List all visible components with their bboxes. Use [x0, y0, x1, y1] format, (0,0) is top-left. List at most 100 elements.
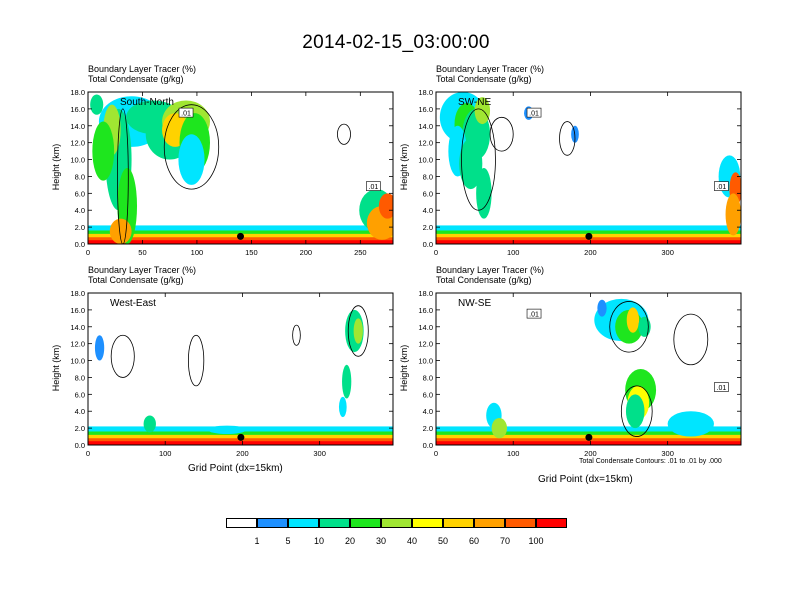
x-tick-label: 0: [434, 449, 438, 458]
y-tick-label: 16.0: [70, 105, 85, 114]
tracer-blob-10: [667, 411, 714, 437]
y-tick-label: 16.0: [418, 306, 433, 315]
plot-frame: [435, 292, 742, 446]
y-tick-label: 0.0: [423, 240, 433, 249]
heatmap-field: .01 .01: [436, 298, 741, 445]
colorbar-label: 20: [344, 536, 356, 546]
y-tick-label: 4.0: [75, 407, 85, 416]
contour-label-box: [714, 382, 729, 392]
x-tick-label: 200: [584, 248, 597, 257]
colorbar-label: 60: [468, 536, 480, 546]
tracer-blob-6: [476, 168, 492, 219]
x-tick-label: 200: [300, 248, 313, 257]
colorbar-swatch: [350, 518, 381, 528]
colorbar-label: 100: [528, 536, 544, 546]
y-tick-label: 18.0: [70, 88, 85, 97]
colorbar-swatch: [412, 518, 443, 528]
contour-label: .01: [369, 184, 379, 191]
contour-label-box: [366, 181, 381, 191]
y-tick-label: 6.0: [75, 189, 85, 198]
y-tick-label: 6.0: [423, 189, 433, 198]
colorbar-label: 10: [313, 536, 325, 546]
x-tick-label: 0: [434, 248, 438, 257]
tracer-blob-12: [90, 94, 104, 115]
tracer-blob-11: [92, 121, 115, 181]
panel-title-line2: Total Condensate (g/kg): [88, 74, 184, 84]
contour-label-box: [714, 181, 729, 191]
tracer-blob-6: [625, 394, 645, 429]
colorbar-label: 1: [254, 536, 260, 546]
plot-frame: [87, 292, 394, 446]
condensate-contour-1: [187, 334, 205, 387]
x-tick-label: 100: [507, 248, 520, 257]
x-tick-label: 300: [313, 449, 326, 458]
x-tick-label: 300: [661, 248, 674, 257]
y-tick-label: 12.0: [418, 340, 433, 349]
y-tick-label: 12.0: [418, 139, 433, 148]
y-tick-label: 2.0: [423, 424, 433, 433]
y-tick-label: 18.0: [418, 289, 433, 298]
condensate-contour-1: [673, 313, 709, 366]
tracer-blob-15: [378, 193, 393, 219]
y-tick-label: 14.0: [70, 122, 85, 131]
contour-label-box: [526, 308, 542, 319]
panel-label: West-East: [110, 298, 156, 309]
tracer-blob-11: [725, 193, 741, 236]
y-tick-label: 10.0: [418, 357, 433, 366]
tracer-band-4: [88, 441, 393, 445]
condensate-contour-2: [489, 116, 514, 152]
colorbar-swatch: [319, 518, 350, 528]
x-tick-label: 200: [236, 449, 249, 458]
panel-title-line1: Boundary Layer Tracer (%): [436, 265, 545, 275]
y-tick-label: 4.0: [423, 407, 433, 416]
tracer-band-4: [436, 441, 741, 445]
x-tick-label: 0: [86, 449, 90, 458]
y-tick-label: 4.0: [75, 206, 85, 215]
y-tick-label: 0.0: [423, 441, 433, 450]
tracer-band-4: [88, 240, 393, 244]
colorbar-swatch: [443, 518, 474, 528]
location-marker: [585, 232, 593, 240]
colorbar-swatch: [288, 518, 319, 528]
y-tick-label: 6.0: [75, 390, 85, 399]
condensate-contour-3: [292, 324, 301, 346]
y-tick-label: 2.0: [423, 223, 433, 232]
contour-label: .01: [529, 312, 539, 319]
colorbar-swatch: [536, 518, 567, 528]
tracer-blob-2: [626, 307, 640, 333]
x-tick-label: 0: [86, 248, 90, 257]
panel-title-line2: Total Condensate (g/kg): [436, 74, 532, 84]
colorbar-swatch: [226, 518, 257, 528]
tracer-blob-3: [338, 396, 347, 418]
y-tick-label: 8.0: [75, 172, 85, 181]
contour-note: Total Condensate Contours: .01 to .01 by…: [579, 458, 722, 465]
colorbar-label: 5: [285, 536, 291, 546]
page-title: 2014-02-15_03:00:00: [302, 32, 490, 53]
contour-label: .01: [181, 111, 191, 118]
colorbar: 1 5 10 20 30 40 50 60 70 100: [226, 518, 567, 546]
colorbar-label: 70: [499, 536, 511, 546]
colorbar-swatch: [381, 518, 412, 528]
y-tick-label: 8.0: [423, 373, 433, 382]
x-tick-label: 250: [354, 248, 367, 257]
condensate-contour-1: [337, 123, 351, 145]
tracer-blob-10: [109, 218, 132, 244]
x-tick-label: 50: [138, 248, 146, 257]
panel-label: NW-SE: [458, 298, 491, 309]
tracer-blob-5: [143, 415, 156, 433]
condensate-contour-0: [110, 334, 135, 378]
location-marker: [585, 433, 593, 441]
y-tick-label: 18.0: [418, 88, 433, 97]
panel-title-line2: Total Condensate (g/kg): [436, 275, 532, 285]
tracer-blob-4: [94, 335, 105, 361]
y-tick-label: 16.0: [70, 306, 85, 315]
contour-label: .01: [717, 184, 727, 191]
y-tick-label: 0.0: [75, 441, 85, 450]
y-tick-label: 12.0: [70, 139, 85, 148]
condensate-contour-2: [117, 108, 129, 244]
x-tick-label: 150: [245, 248, 258, 257]
